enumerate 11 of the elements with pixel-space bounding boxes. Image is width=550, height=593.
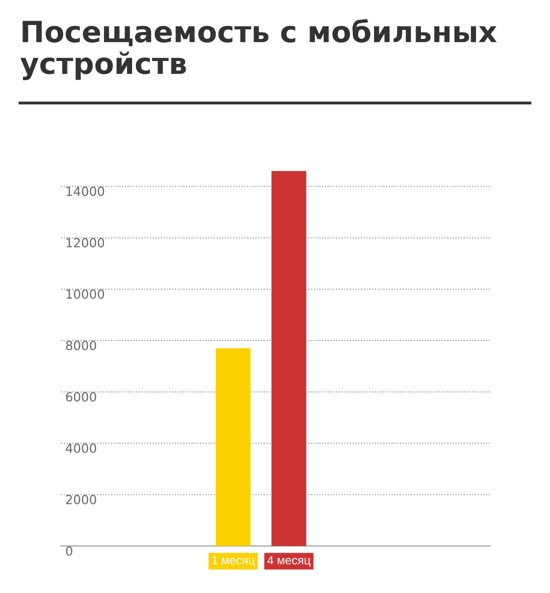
y-tick-label: 0	[66, 546, 72, 556]
y-tick-label: 10000	[66, 289, 104, 299]
x-tick-label: 1 месяц	[212, 556, 255, 567]
chart-title: Посещаемость с мобильных устройств	[20, 19, 497, 80]
y-tick-label: 14000	[66, 186, 104, 196]
y-tick-label: 6000	[66, 392, 96, 402]
y-tick-label: 8000	[66, 340, 96, 350]
x-tick-label: 4 месяц	[267, 556, 310, 567]
y-tick-label: 2000	[66, 494, 96, 504]
y-tick-label: 12000	[66, 238, 104, 248]
y-tick-label: 4000	[66, 443, 96, 453]
